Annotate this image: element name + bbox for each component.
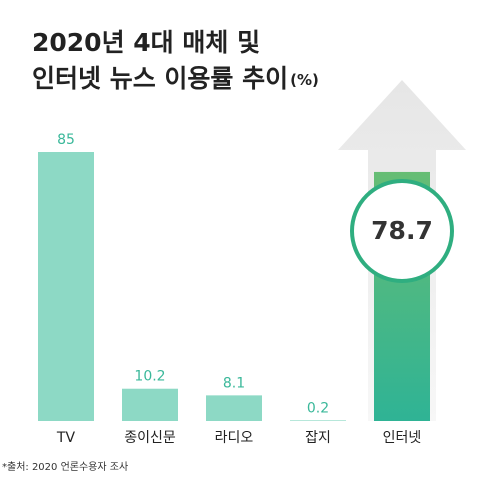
x-tick-label: TV <box>56 430 76 446</box>
value-label: 10.2 <box>134 369 165 385</box>
x-tick-label: 종이신문 <box>124 430 176 446</box>
chart-title: 2020년 4대 매체 및 <box>32 28 260 57</box>
bar <box>206 395 262 421</box>
bar <box>38 152 94 421</box>
bar <box>290 420 346 421</box>
value-label: 85 <box>57 132 75 148</box>
value-label: 0.2 <box>307 400 329 416</box>
chart-title: 인터넷 뉴스 이용률 추이 (%) <box>32 64 319 93</box>
x-tick-label: 잡지 <box>305 430 331 446</box>
source: *출처: 2020 언론수용자 조사 <box>2 461 128 473</box>
x-tick-label: 라디오 <box>215 430 254 446</box>
bar <box>122 388 178 421</box>
value-label: 78.7 <box>371 216 433 245</box>
value-badge <box>350 179 454 283</box>
value-label: 8.1 <box>223 375 245 391</box>
x-tick-label: 인터넷 <box>383 430 422 446</box>
